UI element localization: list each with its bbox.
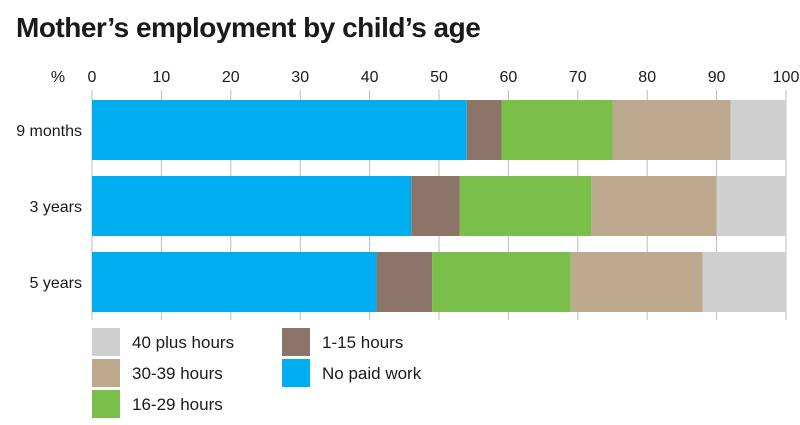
legend-swatch-30-39-hours (92, 359, 120, 387)
x-tick-label-40: 40 (361, 69, 379, 86)
x-tick-label-100: 100 (773, 69, 800, 86)
x-tick-label-20: 20 (222, 69, 240, 86)
category-labels: 9 months 3 years 5 years (16, 123, 82, 292)
legend-swatch-40-plus-hours (92, 328, 120, 356)
bar-segment-9-months-No-paid-work (92, 100, 467, 160)
x-tick-label-30: 30 (291, 69, 309, 86)
bar-segment-5-years-40-plus-hours (702, 252, 786, 312)
bar-segment-3-years-No-paid-work (92, 176, 412, 236)
bar-segment-9-months-30-39-hours (612, 100, 731, 160)
bar-segment-3-years-30-39-hours (591, 176, 717, 236)
x-tick-label-60: 60 (500, 69, 518, 86)
chart-title: Mother’s employment by child’s age (16, 12, 481, 43)
x-tick-label-0: 0 (88, 69, 97, 86)
category-label-0: 9 months (16, 123, 82, 140)
bar-segment-5-years-No-paid-work (92, 252, 377, 312)
legend-label-30-39-hours: 30-39 hours (132, 364, 223, 383)
legend-swatch-16-29-hours (92, 390, 120, 418)
legend-label-40-plus-hours: 40 plus hours (132, 333, 234, 352)
category-label-1: 3 years (30, 199, 82, 216)
x-tick-label-80: 80 (638, 69, 656, 86)
bar-segment-3-years-40-plus-hours (716, 176, 786, 236)
bar-segment-9-months-40-plus-hours (730, 100, 786, 160)
legend-label-16-29-hours: 16-29 hours (132, 395, 223, 414)
bar-segment-9-months-16-29-hours (501, 100, 613, 160)
category-label-2: 5 years (30, 275, 82, 292)
legend-swatch-No-paid-work (282, 359, 310, 387)
bar-segment-5-years-30-39-hours (570, 252, 703, 312)
bars (92, 100, 786, 312)
x-tick-label-10: 10 (153, 69, 171, 86)
bar-segment-3-years-16-29-hours (459, 176, 592, 236)
x-tick-label-50: 50 (430, 69, 448, 86)
x-tick-label-90: 90 (708, 69, 726, 86)
bar-segment-3-years-1-15-hours (411, 176, 460, 236)
bar-segment-5-years-16-29-hours (432, 252, 571, 312)
legend-label-No-paid-work: No paid work (322, 364, 422, 383)
bar-segment-9-months-1-15-hours (466, 100, 502, 160)
legend-label-1-15-hours: 1-15 hours (322, 333, 403, 352)
x-axis-ticks: % 0 10 20 30 40 50 60 70 80 90 100 (51, 69, 800, 86)
x-tick-label-70: 70 (569, 69, 587, 86)
x-unit-label: % (51, 69, 65, 86)
legend: 40 plus hours 1-15 hours 30-39 hours No pai… (92, 328, 422, 418)
legend-swatch-1-15-hours (282, 328, 310, 356)
bar-segment-5-years-1-15-hours (376, 252, 433, 312)
